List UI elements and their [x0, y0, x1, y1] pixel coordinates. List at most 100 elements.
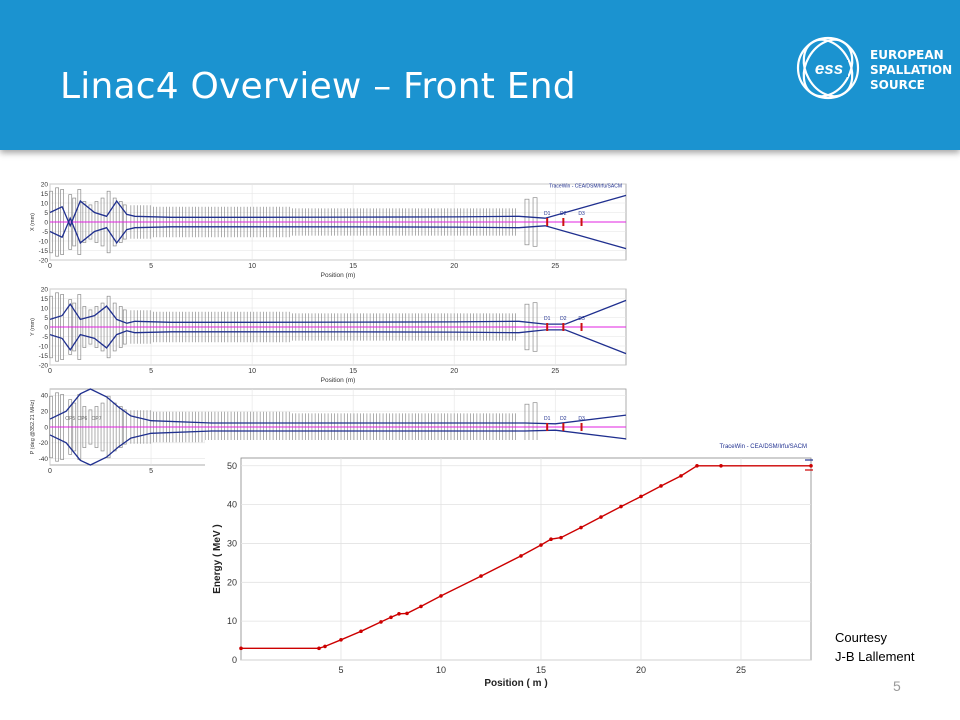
- courtesy-note: Courtesy J-B Lallement: [835, 628, 914, 666]
- source-label: TraceWin - CEA/DSM/Irfu/SACM: [549, 184, 622, 190]
- data-point: [549, 537, 553, 541]
- y-tick-label: 20: [41, 286, 49, 293]
- x-tick-label: 0: [48, 368, 52, 375]
- data-point: [317, 646, 321, 651]
- data-point: [339, 638, 343, 642]
- x-tick-label: 10: [436, 665, 446, 675]
- y-tick-label: -10: [39, 343, 49, 350]
- y-tick-label: -15: [39, 353, 49, 360]
- x-axis-title: Position ( m ): [484, 678, 547, 689]
- courtesy-author: J-B Lallement: [835, 649, 915, 664]
- element-label: D3: [578, 316, 585, 322]
- data-point: [579, 525, 583, 530]
- data-point: [359, 629, 363, 634]
- y-tick-label: 10: [41, 305, 49, 312]
- y-tick-label: 40: [227, 500, 237, 510]
- x-tick-label: 15: [536, 665, 546, 675]
- element-label: D1: [544, 416, 551, 422]
- slide-title: Linac4 Overview – Front End: [60, 66, 576, 107]
- x-tick-label: 5: [338, 665, 343, 675]
- envelope-line: [49, 388, 627, 425]
- x-tick-label: 15: [349, 263, 357, 270]
- data-point: [809, 463, 813, 468]
- courtesy-label: Courtesy: [835, 630, 888, 645]
- data-point: [539, 543, 543, 547]
- y-tick-label: 5: [44, 210, 48, 217]
- y-tick-label: 10: [41, 200, 49, 207]
- element-label: D3: [578, 211, 585, 217]
- envelope-line: [49, 194, 627, 228]
- logo-mark-text: ess: [815, 59, 843, 78]
- data-point: [619, 504, 623, 509]
- x-envelope-plot: 0 5 10 15 20 25 20 15 10 5 0 -5 -10 -15 -20 D1 D2 D3 Trace…: [28, 180, 630, 280]
- data-point: [719, 463, 723, 468]
- x-axis-title: Position (m): [321, 377, 356, 384]
- y-tick-label: -15: [39, 248, 49, 255]
- y-envelope-plot: 0 5 10 15 20 25 20 15 10 5 0 -5 -10 -15 -20 D1 D2 D3 Posit…: [28, 285, 630, 385]
- y-tick-label: -5: [42, 334, 48, 341]
- x-tick-label: 0: [48, 468, 52, 475]
- data-point: [379, 620, 383, 624]
- y-tick-label: 50: [227, 461, 237, 471]
- logo-line-2: SPALLATION: [870, 63, 953, 77]
- y-tick-label: -20: [39, 440, 49, 447]
- y-tick-label: 10: [227, 616, 237, 626]
- energy-plot: 5 10 15 20 25 0 10 20 30 40 50 TraceWin - CEA/DSM/I…: [205, 440, 815, 690]
- y-tick-label: -20: [39, 362, 49, 369]
- x-tick-label: 20: [450, 263, 458, 270]
- logo-line-1: EUROPEAN: [870, 48, 944, 62]
- data-point: [323, 644, 327, 649]
- x-tick-label: 5: [149, 263, 153, 270]
- x-tick-label: 10: [248, 368, 256, 375]
- y-tick-label: -10: [39, 238, 49, 245]
- data-point: [519, 554, 523, 558]
- y-tick-label: 15: [41, 296, 49, 303]
- x-tick-label: 25: [551, 368, 559, 375]
- x-tick-label: 15: [349, 368, 357, 375]
- data-point: [239, 646, 243, 651]
- x-tick-label: 25: [551, 263, 559, 270]
- data-point: [397, 611, 401, 616]
- element-label: D1: [544, 316, 551, 322]
- plot-area: [240, 457, 812, 661]
- slide-header: Linac4 Overview – Front End ess EUROPEAN…: [0, 0, 960, 150]
- y-tick-label: -40: [39, 456, 49, 463]
- y-axis-title: X (mm): [30, 213, 36, 231]
- y-axis-title: Energy ( MeV ): [212, 524, 223, 593]
- x-axis-title: Position (m): [321, 272, 356, 279]
- y-tick-label: 30: [227, 538, 237, 548]
- x-tick-label: 10: [248, 263, 256, 270]
- data-point: [479, 574, 483, 578]
- y-tick-label: 20: [227, 577, 237, 587]
- ess-logo-icon: ess: [796, 36, 860, 100]
- x-tick-label: 0: [48, 263, 52, 270]
- element-label: OP6: [77, 416, 87, 422]
- logo-line-3: SOURCE: [870, 78, 925, 92]
- y-tick-label: -5: [42, 229, 48, 236]
- y-tick-label: 0: [44, 324, 48, 331]
- element-label: OP7: [91, 416, 101, 422]
- y-axis-title: Y (mm): [30, 318, 36, 336]
- envelope-line: [49, 429, 627, 466]
- y-tick-label: 15: [41, 191, 49, 198]
- data-point: [389, 615, 393, 620]
- y-tick-label: 0: [232, 655, 237, 665]
- y-tick-label: 40: [41, 393, 49, 400]
- x-tick-label: 5: [149, 468, 153, 475]
- data-point: [599, 515, 603, 519]
- envelope-line: [49, 299, 627, 325]
- page-number: 5: [893, 678, 901, 694]
- x-tick-label: 20: [450, 368, 458, 375]
- data-point: [559, 535, 563, 540]
- y-tick-label: -20: [39, 257, 49, 264]
- source-label: TraceWin - CEA/DSM/Irfu/SACM: [720, 444, 807, 450]
- element-label: D2: [560, 316, 567, 322]
- x-tick-label: 5: [149, 368, 153, 375]
- y-tick-label: 20: [41, 181, 49, 188]
- element-label: D1: [544, 211, 551, 217]
- element-label: D2: [560, 416, 567, 422]
- y-tick-label: 0: [44, 424, 48, 431]
- y-tick-label: 5: [44, 315, 48, 322]
- logo-text: EUROPEAN SPALLATION SOURCE: [870, 48, 952, 93]
- element-label: D3: [578, 416, 585, 422]
